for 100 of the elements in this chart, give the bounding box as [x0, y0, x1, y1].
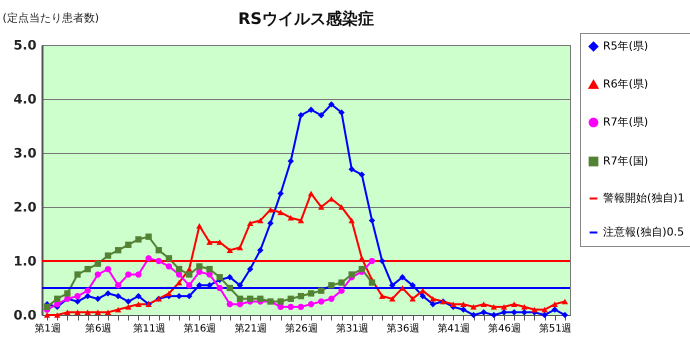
point [156, 247, 162, 254]
point [246, 296, 254, 302]
x-tick-label: 第26週 [285, 322, 318, 334]
x-tick-label: 第31週 [336, 322, 369, 334]
point [226, 301, 234, 308]
point [114, 306, 122, 312]
point [44, 304, 50, 310]
point [288, 304, 294, 310]
point [226, 247, 234, 253]
point [176, 280, 182, 286]
point [216, 284, 223, 292]
point [521, 304, 528, 310]
point [460, 306, 467, 313]
point [490, 304, 498, 310]
point [186, 282, 192, 288]
point [125, 304, 132, 310]
point [226, 274, 234, 280]
point [84, 310, 91, 316]
point [430, 301, 436, 308]
point [409, 296, 416, 302]
x-tick-label: 第16週 [184, 322, 216, 334]
point [64, 310, 71, 316]
legend-label: 注意報(独自)0.5 [603, 226, 684, 238]
point [399, 285, 406, 291]
legend-label: R7年(国) [603, 154, 648, 168]
point [196, 263, 203, 270]
point [44, 312, 50, 318]
point [125, 271, 132, 278]
point [166, 290, 172, 296]
point [298, 112, 304, 118]
point [541, 312, 548, 318]
point [104, 310, 112, 316]
point [135, 292, 142, 300]
point [74, 298, 81, 305]
point [420, 292, 426, 300]
x-tick-label: 第1週 [34, 322, 61, 334]
point [510, 309, 518, 316]
point [206, 266, 213, 272]
point [236, 296, 244, 302]
point [54, 312, 60, 318]
point [104, 252, 112, 259]
point [84, 292, 91, 300]
point [257, 218, 264, 224]
point [74, 271, 81, 278]
point [94, 296, 102, 302]
point [125, 242, 132, 248]
point [186, 292, 192, 300]
point [298, 292, 304, 300]
point [236, 244, 244, 250]
point [460, 301, 467, 307]
point [308, 290, 314, 297]
point [399, 274, 406, 280]
point [308, 301, 314, 308]
point [246, 220, 254, 226]
point [166, 263, 172, 270]
point [368, 217, 376, 224]
point [348, 218, 355, 224]
legend-label: 警報開始(独自)1 [603, 192, 685, 204]
point [500, 304, 508, 310]
point [94, 310, 102, 316]
point [84, 266, 91, 272]
point [318, 112, 324, 118]
point [378, 293, 386, 299]
point [470, 312, 477, 318]
point [348, 271, 355, 278]
point [145, 255, 152, 262]
point [389, 296, 396, 302]
point [104, 290, 112, 297]
point [277, 210, 284, 216]
y-tick-label: 1.0 [13, 254, 36, 270]
point [74, 310, 81, 316]
point [257, 296, 264, 302]
x-tick-label: 第36週 [386, 322, 420, 334]
point [64, 290, 71, 297]
point [54, 296, 60, 302]
point [206, 239, 213, 245]
point [368, 258, 376, 264]
point [186, 271, 192, 278]
point [338, 288, 345, 294]
legend-label: R7年(県) [603, 116, 648, 128]
point [277, 298, 284, 305]
point [114, 282, 122, 288]
point [94, 271, 102, 278]
point [318, 298, 324, 305]
point [358, 171, 366, 178]
point [288, 215, 294, 221]
point [318, 288, 324, 294]
chart-title: RSウイルス感染症 [238, 9, 374, 28]
point [135, 271, 142, 278]
point [267, 206, 274, 212]
point [156, 258, 162, 264]
point [552, 306, 558, 313]
point [338, 204, 345, 210]
x-tick-label: 第51週 [538, 322, 572, 334]
point [176, 292, 182, 300]
point [196, 223, 203, 229]
point [246, 266, 254, 272]
y-tick-label: 3.0 [13, 146, 36, 162]
point [552, 301, 558, 307]
x-tick-label: 第41週 [437, 322, 470, 334]
